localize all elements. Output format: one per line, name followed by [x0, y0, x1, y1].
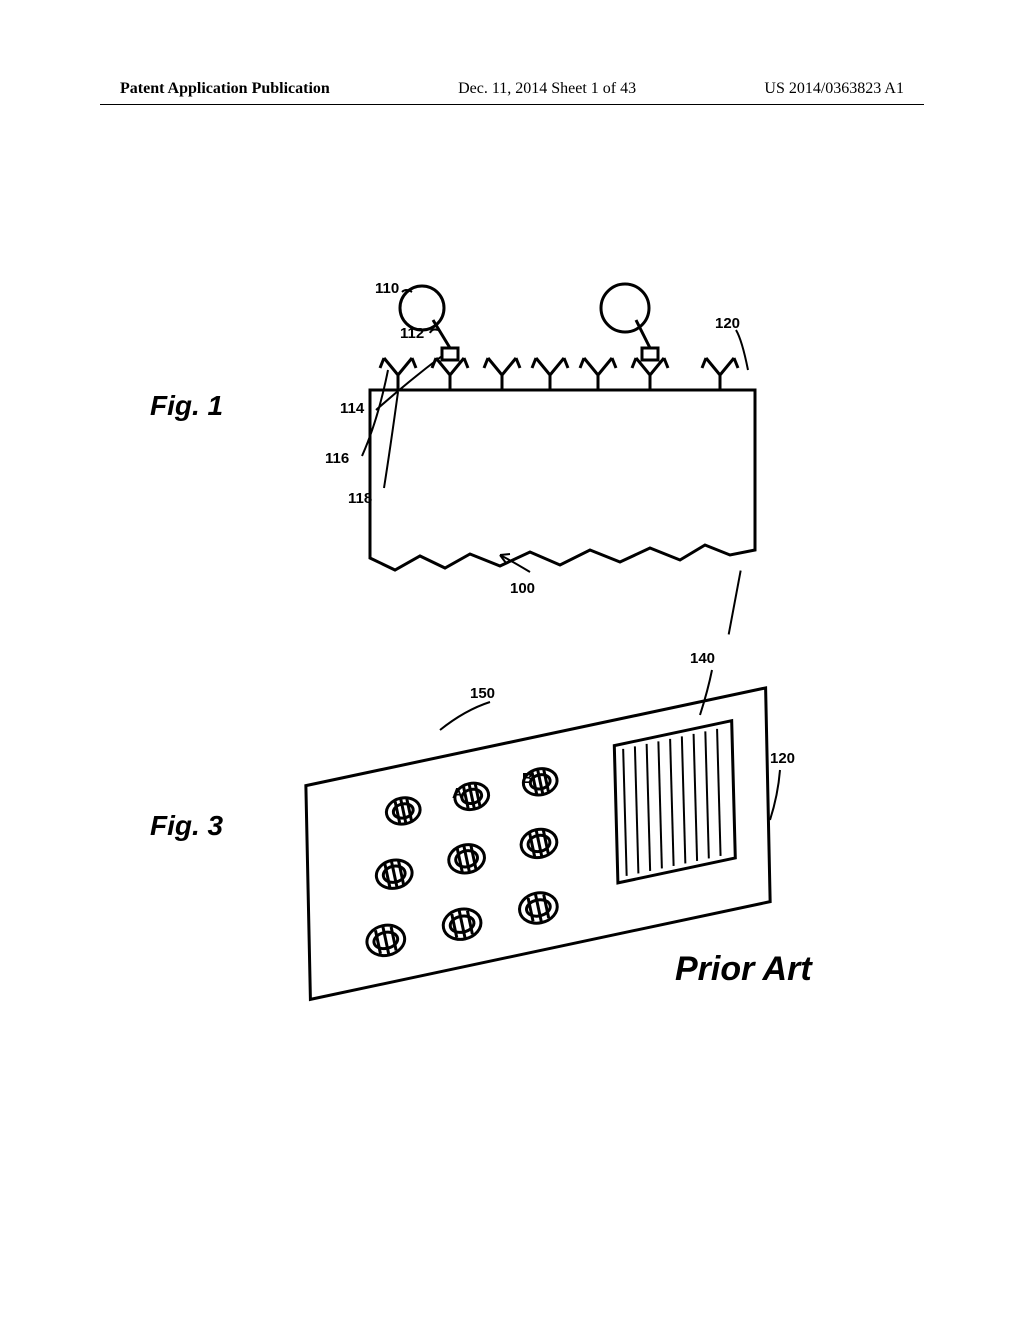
fig1-callout-120: 120	[715, 315, 740, 332]
figure-area: 110 112 114 116 118 120 100 Fig. 1	[130, 220, 870, 1040]
page-header: Patent Application Publication Dec. 11, …	[0, 80, 1024, 98]
fig1-substrate	[370, 390, 755, 570]
fig1-callout-112: 112	[400, 325, 424, 342]
fig3-callout-A: A	[452, 785, 463, 802]
fig1-callout-114: 114	[340, 400, 364, 417]
fig1-svg	[130, 220, 870, 620]
fig3-barcode	[590, 721, 760, 883]
fig3-callout-B: B	[522, 770, 533, 787]
fig1-callout-110: 110	[375, 280, 399, 297]
fig1-targets	[400, 284, 649, 332]
header-right: US 2014/0363823 A1	[764, 80, 904, 98]
fig1-callout-100: 100	[510, 580, 535, 597]
fig3-callout-150: 150	[470, 685, 495, 702]
header-rule	[100, 104, 924, 105]
fig3-callout-140: 140	[690, 650, 715, 667]
fig3-callout-120: 120	[770, 750, 795, 767]
header-center: Dec. 11, 2014 Sheet 1 of 43	[458, 80, 636, 98]
fig3-label: Fig. 3	[150, 810, 223, 842]
fig1-label: Fig. 1	[150, 390, 223, 422]
fig1-callout-116: 116	[325, 450, 349, 467]
fig3-prior-art: Prior Art	[675, 950, 812, 989]
fig1-callout-118: 118	[348, 490, 372, 507]
header-left: Patent Application Publication	[120, 80, 330, 98]
